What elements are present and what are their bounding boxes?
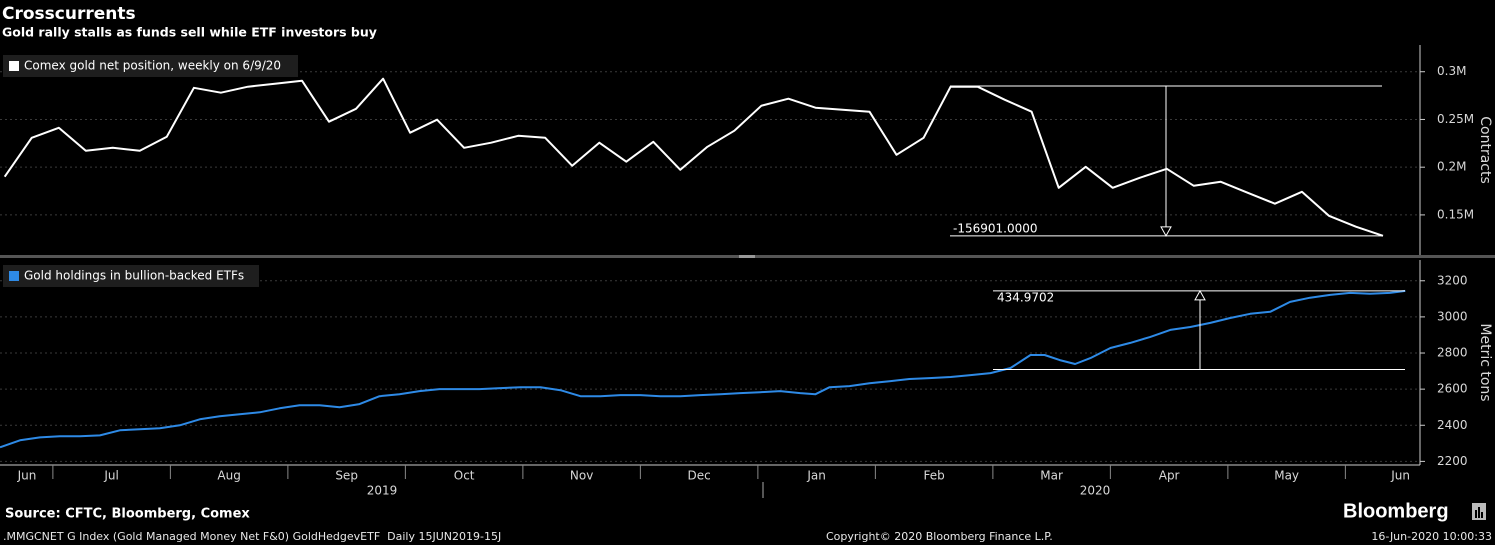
y-tick-label: 2200 bbox=[1437, 454, 1468, 468]
x-tick-label: May bbox=[1274, 469, 1299, 483]
legend-label: Gold holdings in bullion-backed ETFs bbox=[24, 269, 244, 283]
x-tick-label: Jun bbox=[1390, 469, 1410, 483]
x-tick-label: Nov bbox=[570, 469, 593, 483]
x-tick-label: Jun bbox=[17, 469, 37, 483]
divider-handle bbox=[739, 255, 755, 258]
series-line bbox=[3, 77, 1384, 237]
year-label: 2019 bbox=[367, 484, 398, 498]
copyright: Copyright© 2020 Bloomberg Finance L.P. bbox=[826, 530, 1053, 543]
x-tick-label: Mar bbox=[1040, 469, 1063, 483]
y-tick-label: 2800 bbox=[1437, 346, 1468, 360]
annotation-arrowhead bbox=[1160, 226, 1172, 237]
y-tick-label: 0.3M bbox=[1437, 64, 1466, 78]
brand-icon bbox=[1472, 503, 1486, 520]
x-tick-label: Jan bbox=[806, 469, 826, 483]
y-tick-label: 0.25M bbox=[1437, 112, 1474, 126]
x-tick-label: Aug bbox=[217, 469, 240, 483]
timestamp: 16-Jun-2020 10:00:33 bbox=[1371, 530, 1492, 543]
series-line bbox=[0, 289, 1406, 449]
annotation-label: -156901.0000 bbox=[953, 221, 1038, 235]
y-tick-label: 0.2M bbox=[1437, 160, 1466, 174]
x-tick-label: Feb bbox=[924, 469, 945, 483]
legend-box bbox=[3, 55, 298, 77]
x-tick-label: Oct bbox=[454, 469, 475, 483]
x-tick-label: Jul bbox=[103, 469, 118, 483]
legend-label: Comex gold net position, weekly on 6/9/2… bbox=[24, 59, 281, 73]
annotation-arrowhead bbox=[1194, 289, 1206, 301]
chart-title: Crosscurrents bbox=[2, 4, 136, 24]
source: Source: CFTC, Bloomberg, Comex bbox=[5, 507, 250, 522]
y-tick-label: 3200 bbox=[1437, 273, 1468, 287]
y-tick-label: 2600 bbox=[1437, 382, 1468, 396]
y-tick-label: 3000 bbox=[1437, 309, 1468, 323]
brand: Bloomberg bbox=[1343, 500, 1449, 522]
year-label: 2020 bbox=[1080, 484, 1111, 498]
y-axis-title: Contracts bbox=[1477, 116, 1493, 184]
x-tick-label: Apr bbox=[1159, 469, 1180, 483]
y-tick-label: 2400 bbox=[1437, 418, 1468, 432]
chart-subtitle: Gold rally stalls as funds sell while ET… bbox=[2, 25, 377, 40]
legend-swatch bbox=[9, 271, 19, 281]
x-tick-label: Sep bbox=[335, 469, 358, 483]
y-tick-label: 0.15M bbox=[1437, 207, 1474, 221]
x-tick-label: Dec bbox=[688, 469, 711, 483]
annotation-label: 434.9702 bbox=[997, 290, 1054, 304]
ticker-line: .MMGCNET G Index (Gold Managed Money Net… bbox=[3, 530, 501, 543]
legend-swatch bbox=[9, 61, 19, 71]
legend-box bbox=[3, 265, 259, 287]
y-axis-title: Metric tons bbox=[1477, 323, 1493, 401]
